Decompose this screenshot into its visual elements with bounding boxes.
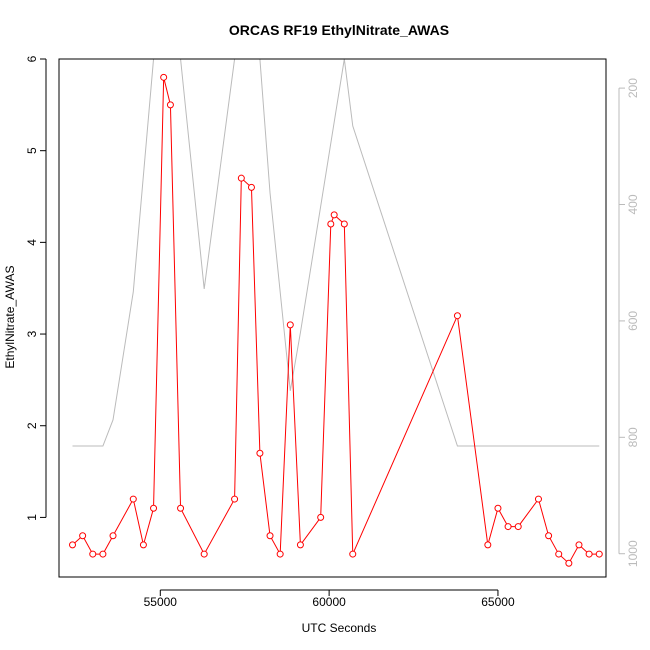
data-point — [99, 550, 107, 558]
y-tick-label: 2 — [25, 422, 39, 429]
data-point — [109, 532, 117, 540]
y-tick-label: 4 — [25, 239, 39, 246]
data-point — [166, 101, 174, 109]
data-point — [514, 523, 522, 531]
data-point — [340, 220, 348, 228]
data-point — [565, 559, 573, 567]
data-point — [247, 183, 255, 191]
x-tick-label: 65000 — [481, 595, 515, 609]
data-point — [504, 523, 512, 531]
x-tick-label: 60000 — [312, 595, 346, 609]
y-tick-label: 1 — [25, 514, 39, 521]
y-tick-label: 6 — [25, 55, 39, 62]
data-point — [160, 73, 168, 81]
data-point — [286, 321, 294, 329]
data-point — [177, 504, 185, 512]
data-point — [317, 513, 325, 521]
chart-title: ORCAS RF19 EthylNitrate_AWAS — [229, 22, 449, 38]
data-point — [69, 541, 77, 549]
series-line-0 — [72, 77, 600, 565]
data-point — [266, 532, 274, 540]
x-tick-label: 55000 — [144, 595, 178, 609]
y-tick-label: 3 — [25, 330, 39, 337]
plot-frame — [58, 58, 607, 578]
series-0 — [69, 73, 603, 567]
series-1 — [72, 59, 600, 447]
data-point — [494, 504, 502, 512]
data-point — [89, 550, 97, 558]
data-point — [296, 541, 304, 549]
data-point — [453, 312, 461, 320]
data-point — [555, 550, 563, 558]
data-point — [139, 541, 147, 549]
data-point — [276, 550, 284, 558]
data-point — [231, 495, 239, 503]
series-line-1 — [72, 59, 600, 447]
data-point — [129, 495, 137, 503]
y2-tick-label: 600 — [626, 311, 640, 331]
data-point — [237, 174, 245, 182]
data-point — [256, 449, 264, 457]
y2-tick-label: 1000 — [626, 540, 640, 567]
data-point — [330, 211, 338, 219]
data-point — [327, 220, 335, 228]
data-point — [585, 550, 593, 558]
data-point — [200, 550, 208, 558]
y-tick-label: 5 — [25, 147, 39, 154]
data-point — [349, 550, 357, 558]
data-point — [534, 495, 542, 503]
y2-tick-label: 400 — [626, 194, 640, 214]
data-point — [595, 550, 603, 558]
data-point — [484, 541, 492, 549]
y-axis-label: EthylNitrate_AWAS — [3, 265, 17, 368]
y2-tick-label: 200 — [626, 78, 640, 98]
data-point — [575, 541, 583, 549]
data-point — [79, 532, 87, 540]
x-axis-label: UTC Seconds — [302, 621, 377, 635]
y2-tick-label: 800 — [626, 427, 640, 447]
data-point — [150, 504, 158, 512]
data-point — [545, 532, 553, 540]
